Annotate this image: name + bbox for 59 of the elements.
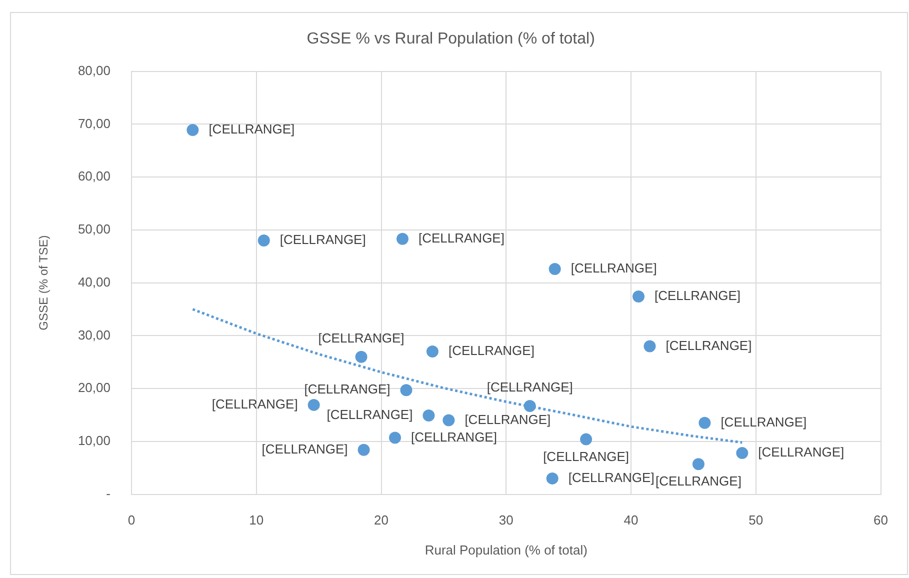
- y-tick-label: 60,00: [78, 168, 110, 184]
- x-axis-title: Rural Population (% of total): [424, 542, 588, 558]
- point: [186, 124, 199, 136]
- point: [546, 472, 558, 484]
- point: [644, 340, 656, 352]
- point: [400, 384, 412, 396]
- point: [698, 416, 711, 429]
- y-tick-label: 30,00: [78, 327, 110, 342]
- y-axis-title: GSSE (% of TSE): [36, 235, 51, 330]
- data-label: [CELLRANGE]: [568, 470, 654, 486]
- point: [308, 398, 320, 411]
- data-label: [CELLRANGE]: [280, 232, 366, 248]
- data-label: [CELLRANGE]: [486, 380, 573, 395]
- point: [548, 263, 561, 276]
- point: [442, 414, 455, 426]
- data-label: [CELLRANGE]: [570, 260, 657, 276]
- x-tick-label: 30: [498, 512, 514, 528]
- point: [388, 432, 401, 444]
- data-label: [CELLRANGE]: [464, 412, 551, 427]
- data-label: [CELLRANGE]: [654, 288, 740, 304]
- y-tick-label: 80,00: [78, 62, 110, 78]
- data-label: [CELLRANGE]: [758, 444, 844, 460]
- point: [422, 410, 435, 422]
- x-tick-label: 0: [128, 512, 136, 528]
- y-tick-label: 50,00: [78, 222, 110, 237]
- x-tick-label: 60: [874, 512, 888, 528]
- data-label: [CELLRANGE]: [418, 230, 504, 246]
- data-label: [CELLRANGE]: [666, 338, 752, 353]
- chart-title: GSSE % vs Rural Population (% of total): [306, 30, 595, 48]
- point: [692, 458, 704, 470]
- data-label: [CELLRANGE]: [318, 330, 404, 346]
- data-label: [CELLRANGE]: [304, 382, 390, 397]
- data-label: [CELLRANGE]: [326, 407, 413, 422]
- point: [258, 234, 270, 246]
- data-label: [CELLRANGE]: [655, 474, 742, 489]
- data-label: [CELLRANGE]: [262, 441, 348, 456]
- data-label: [CELLRANGE]: [448, 343, 534, 358]
- point: [426, 346, 438, 358]
- x-tick-label: 20: [374, 512, 388, 528]
- y-tick-label: 20,00: [78, 380, 110, 396]
- point: [580, 433, 592, 446]
- data-label: [CELLRANGE]: [720, 414, 807, 430]
- point: [396, 232, 408, 245]
- data-label: [CELLRANGE]: [410, 429, 497, 444]
- point: [524, 400, 536, 412]
- data-label: [CELLRANGE]: [543, 448, 630, 464]
- point: [355, 350, 368, 363]
- data-label: [CELLRANGE]: [208, 122, 295, 137]
- y-tick-label: 10,00: [78, 433, 110, 448]
- point: [736, 447, 748, 460]
- y-tick-label: -: [106, 486, 110, 501]
- point: [358, 444, 370, 456]
- x-tick-label: 50: [748, 512, 764, 528]
- y-tick-label: 40,00: [78, 274, 110, 290]
- y-tick-label: 70,00: [78, 116, 110, 131]
- x-tick-label: 40: [624, 512, 638, 528]
- x-tick-label: 10: [249, 512, 264, 528]
- data-label: [CELLRANGE]: [212, 396, 298, 412]
- point: [632, 290, 645, 303]
